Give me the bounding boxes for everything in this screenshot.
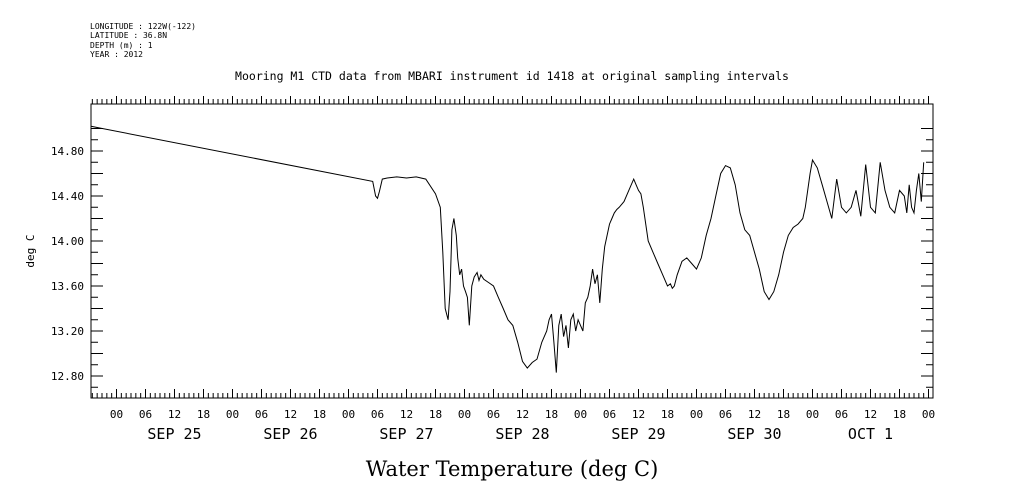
x-day-label: SEP 28 <box>495 425 549 443</box>
x-tick-label: 06 <box>487 408 500 421</box>
chart-title: Mooring M1 CTD data from MBARI instrumen… <box>235 69 789 83</box>
year-label: YEAR : 2012 <box>90 49 143 59</box>
x-tick-label: 12 <box>516 408 529 421</box>
x-tick-label: 06 <box>139 408 152 421</box>
x-tick-label: 12 <box>632 408 645 421</box>
x-day-label: OCT 1 <box>848 425 893 443</box>
y-axis: 12.80 13.20 13.60 14.00 14.40 14.80 <box>51 128 933 388</box>
depth-label: DEPTH (m) : 1 <box>90 40 153 50</box>
y-tick-label: 12.80 <box>51 370 84 383</box>
x-day-label: SEP 29 <box>611 425 665 443</box>
y-tick-label: 14.00 <box>51 235 84 248</box>
x-tick-label: 12 <box>400 408 413 421</box>
x-tick-label: 06 <box>603 408 616 421</box>
x-tick-label: 00 <box>110 408 123 421</box>
x-day-label: SEP 30 <box>727 425 781 443</box>
x-day-label: SEP 27 <box>379 425 433 443</box>
x-tick-label: 00 <box>806 408 819 421</box>
x-axis-title: Water Temperature (deg C) <box>366 457 659 481</box>
x-day-label: SEP 25 <box>147 425 201 443</box>
temperature-series-line <box>90 125 925 373</box>
x-tick-label: 12 <box>864 408 877 421</box>
x-day-label: SEP 26 <box>263 425 317 443</box>
x-tick-label: 18 <box>429 408 442 421</box>
longitude-label: LONGITUDE : 122W(-122) <box>90 22 196 31</box>
latitude-label: LATITUDE : 36.8N <box>90 31 168 41</box>
y-tick-label: 14.80 <box>51 145 84 158</box>
x-tick-label: 18 <box>777 408 790 421</box>
x-tick-label: 00 <box>690 408 703 421</box>
x-tick-label: 06 <box>371 408 384 421</box>
x-tick-label: 00 <box>226 408 239 421</box>
x-tick-label: 00 <box>574 408 587 421</box>
header-metadata: LONGITUDE : 122W(-122) LATITUDE : 36.8N … <box>90 22 196 59</box>
x-tick-label: 00 <box>458 408 471 421</box>
x-tick-label: 12 <box>748 408 761 421</box>
y-tick-label: 13.20 <box>51 325 84 338</box>
x-tick-label: 12 <box>168 408 181 421</box>
y-tick-label: 14.40 <box>51 190 84 203</box>
x-tick-label: 18 <box>545 408 558 421</box>
x-tick-label: 18 <box>313 408 326 421</box>
y-tick-label: 13.60 <box>51 280 84 293</box>
x-tick-label: 06 <box>835 408 848 421</box>
x-axis: 00 06 12 18 00 06 12 18 00 06 12 18 00 06 12 18 00 06 12 18… <box>91 96 935 443</box>
x-tick-label: 00 <box>922 408 935 421</box>
x-tick-label: 18 <box>197 408 210 421</box>
plot-frame <box>90 103 934 399</box>
x-tick-label: 06 <box>719 408 732 421</box>
x-tick-label: 06 <box>255 408 268 421</box>
x-tick-label: 00 <box>342 408 355 421</box>
x-tick-label: 18 <box>661 408 674 421</box>
x-tick-label: 12 <box>284 408 297 421</box>
x-tick-label: 18 <box>893 408 906 421</box>
y-axis-label: deg C <box>24 234 37 267</box>
